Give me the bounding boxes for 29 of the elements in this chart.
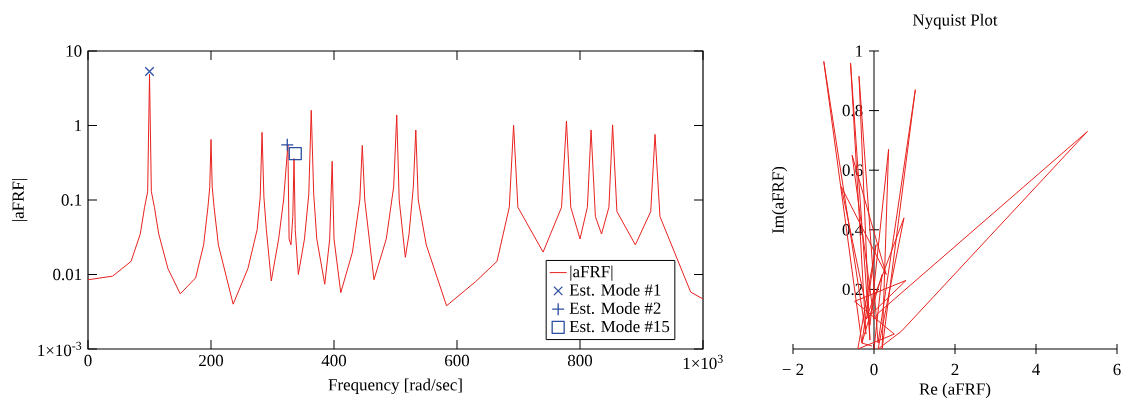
x-axis-title: Frequency [rad/sec] [328,378,462,395]
y-axis-title: Im(aFRF) [771,166,788,234]
x-tick-label: 1×10$^{3}$ [683,354,723,370]
y-tick-label: 10 [66,45,82,57]
x-tick-label: 400 [321,354,347,367]
line-series [823,60,1088,349]
x-tick-label: 800 [567,354,593,367]
x-tick-label: − 2 [782,363,804,376]
x-tick-label: 0 [84,354,92,367]
x-tick-label: 200 [199,354,224,367]
y-tick-label: 1×10$^{-3}$ [38,341,82,357]
x-tick-label: 6 [1113,363,1121,376]
legend-label: Est. Mode #1 [569,283,661,296]
x-axis-title: Re (aFRF) [919,382,991,399]
y-tick-label: 1 [856,45,863,57]
x-tick-label: 2 [951,363,959,376]
point [288,146,302,161]
legend-label: Est. Mode #2 [569,302,661,314]
point [144,66,155,77]
y-tick-label: 0.1 [61,194,82,206]
chart-title: Nyquist Plot [912,13,998,30]
x-tick-label: 0 [870,363,878,376]
y-tick-label: 1 [75,119,82,132]
y-tick-label: 0.01 [53,268,82,281]
legend-label: |aFRF| [570,265,613,281]
y-axis-title: |aFRF| [11,179,28,221]
legend-label: Est. Mode #15 [569,320,670,333]
x-tick-label: 600 [445,354,470,367]
x-tick-label: 4 [1032,363,1040,375]
